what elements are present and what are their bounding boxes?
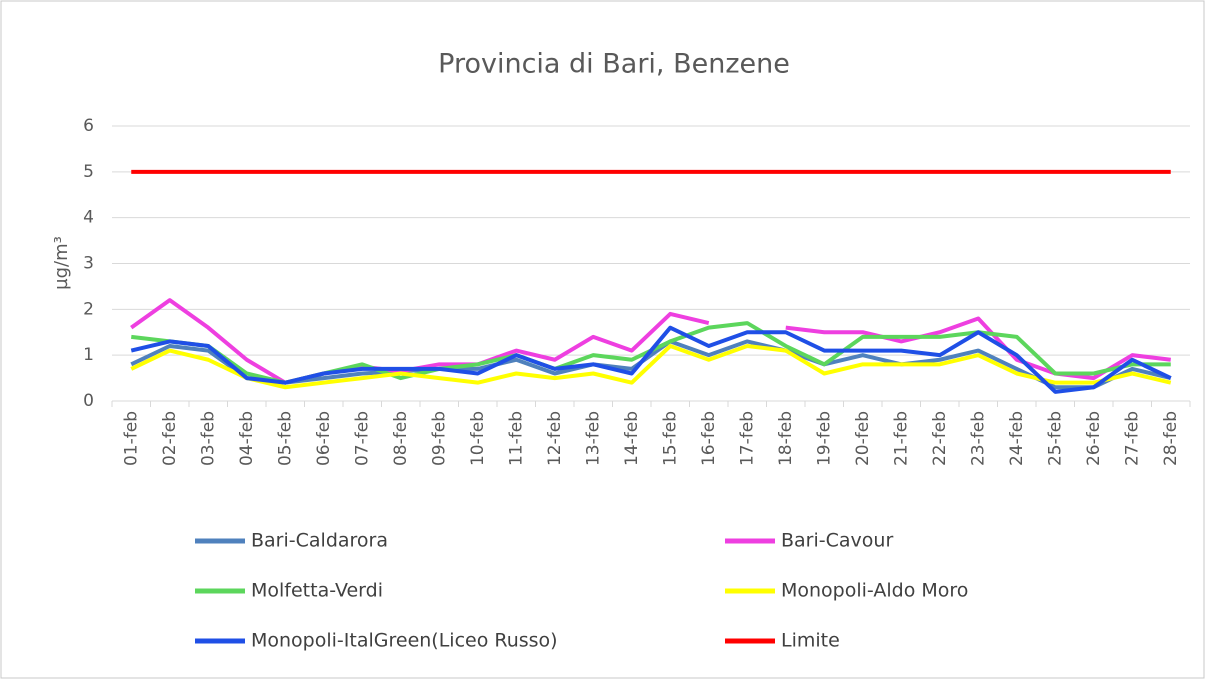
- x-tick-label: 09-feb: [429, 411, 449, 466]
- y-tick-label: 2: [83, 299, 94, 319]
- x-tick-label: 01-feb: [121, 411, 141, 466]
- y-tick-label: 6: [83, 116, 94, 136]
- chart-title: Provincia di Bari, Benzene: [438, 49, 790, 80]
- x-tick-label: 23-feb: [968, 411, 988, 466]
- x-tick-label: 25-feb: [1045, 411, 1065, 466]
- x-tick-label: 10-feb: [468, 411, 488, 466]
- legend-label: Molfetta-Verdi: [251, 580, 383, 602]
- legend-label: Monopoli-Aldo Moro: [781, 580, 968, 602]
- y-tick-label: 0: [83, 391, 94, 411]
- x-tick-label: 02-feb: [160, 411, 180, 466]
- x-tick-label: 22-feb: [930, 411, 950, 466]
- series-line: [130, 344, 1172, 390]
- x-tick-label: 26-feb: [1084, 411, 1104, 466]
- x-tick-label: 21-feb: [891, 411, 911, 466]
- x-tick-label: 28-feb: [1161, 411, 1181, 466]
- y-tick-label: 4: [83, 208, 94, 228]
- x-tick-label: 17-feb: [737, 411, 757, 466]
- y-tick-label: 5: [83, 162, 94, 182]
- x-tick-label: 12-feb: [545, 411, 565, 466]
- legend-label: Monopoli-ItalGreen(Liceo Russo): [251, 630, 558, 652]
- series-line: [130, 325, 1172, 394]
- series-line: [130, 339, 1172, 390]
- x-tick-label: 24-feb: [1007, 411, 1027, 466]
- legend-label: Limite: [781, 630, 840, 652]
- x-tick-label: 06-feb: [314, 411, 334, 466]
- x-tick-label: 11-feb: [506, 411, 526, 466]
- x-tick-label: 15-feb: [660, 411, 680, 466]
- y-tick-label: 1: [83, 345, 94, 365]
- legend-label: Bari-Caldarora: [251, 530, 388, 552]
- x-tick-label: 16-feb: [699, 411, 719, 466]
- x-tick-label: 04-feb: [237, 411, 257, 466]
- x-tick-label: 20-feb: [853, 411, 873, 466]
- x-tick-label: 14-feb: [622, 411, 642, 466]
- y-axis-label: µg/m³: [51, 236, 72, 290]
- x-tick-label: 07-feb: [352, 411, 372, 466]
- x-tick-label: 18-feb: [776, 411, 796, 466]
- x-tick-label: 05-feb: [275, 411, 295, 466]
- x-tick-label: 19-feb: [814, 411, 834, 466]
- x-tick-label: 08-feb: [391, 411, 411, 466]
- x-tick-label: 13-feb: [583, 411, 603, 466]
- y-tick-label: 3: [83, 254, 94, 274]
- x-tick-label: 03-feb: [198, 411, 218, 466]
- legend-label: Bari-Cavour: [781, 530, 893, 552]
- x-tick-label: 27-feb: [1122, 411, 1142, 466]
